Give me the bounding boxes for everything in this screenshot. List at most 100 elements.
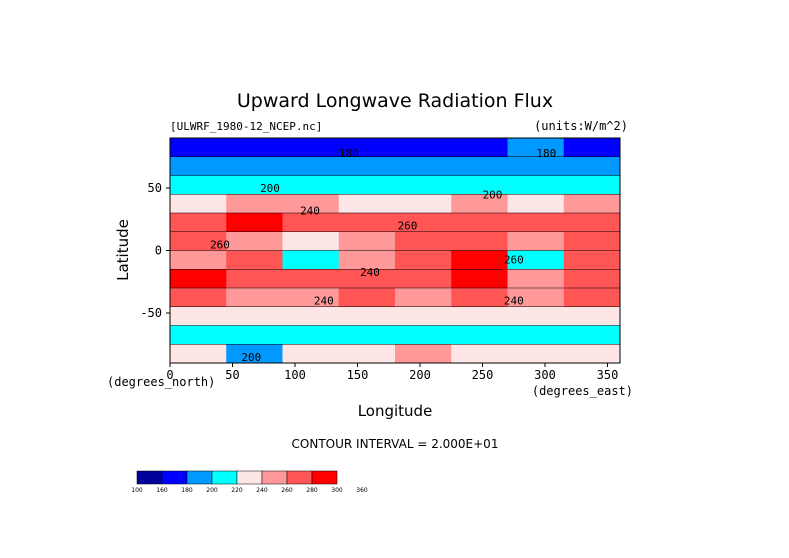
- field-cell: [282, 250, 340, 270]
- field-cell: [507, 175, 565, 195]
- x-tick-label: 100: [284, 368, 306, 382]
- field-cell: [282, 306, 340, 326]
- field-cell: [338, 175, 396, 195]
- field-cell: [338, 156, 396, 176]
- field-cell: [451, 250, 508, 270]
- field-cell: [563, 325, 621, 345]
- field-cell: [507, 306, 565, 326]
- field-cell: [507, 194, 565, 214]
- colorbar-swatch: [186, 470, 213, 485]
- field-cell: [226, 138, 283, 158]
- field-cell: [451, 231, 508, 251]
- field-cell: [395, 194, 452, 214]
- field-cell: [507, 213, 565, 233]
- field-cell: [226, 194, 283, 214]
- x-tick-label: 50: [225, 368, 239, 382]
- field-cell: [170, 269, 227, 289]
- contour-label: 200: [260, 182, 280, 195]
- field-cell: [507, 250, 565, 270]
- field-cell: [170, 288, 227, 308]
- field-cell: [395, 138, 452, 158]
- y-tick-label: -50: [140, 306, 162, 320]
- field-cell: [451, 138, 508, 158]
- field-cell: [451, 306, 508, 326]
- contour-label: 200: [483, 188, 503, 201]
- field-cell: [563, 231, 621, 251]
- field-cell: [338, 306, 396, 326]
- field-cell: [338, 288, 396, 308]
- field-cell: [170, 306, 227, 326]
- field-cell: [395, 175, 452, 195]
- field-cell: [226, 250, 283, 270]
- colorbar-swatch: [311, 470, 338, 485]
- field-cell: [282, 156, 340, 176]
- field-cell: [282, 344, 340, 364]
- field-cell: [395, 325, 452, 345]
- y-axis: 50 0 -50: [140, 181, 170, 320]
- field-cell: [338, 194, 396, 214]
- contour-label: 240: [504, 295, 524, 308]
- field-cell: [338, 250, 396, 270]
- field-cell: [170, 344, 227, 364]
- colorbar-swatch: [261, 470, 288, 485]
- colorbar-swatch: [236, 470, 263, 485]
- field-cell: [226, 344, 283, 364]
- field-cell: [507, 325, 565, 345]
- x-axis-label: Longitude: [358, 402, 433, 420]
- field-cell: [170, 138, 227, 158]
- field-cell: [226, 231, 283, 251]
- field-cell: [226, 306, 283, 326]
- field-cell: [563, 306, 621, 326]
- field-cell: [282, 231, 340, 251]
- contour-label: 240: [360, 266, 380, 279]
- contour-label: 260: [504, 253, 524, 266]
- field-cell: [226, 213, 283, 233]
- field-cell: [563, 194, 621, 214]
- field-cell: [338, 138, 396, 158]
- field-cell: [170, 231, 227, 251]
- field-cell: [507, 288, 565, 308]
- field-cell: [563, 156, 621, 176]
- units-label: (units:W/m^2): [534, 119, 628, 133]
- field-cell: [170, 250, 227, 270]
- contour-label: 200: [241, 351, 261, 364]
- y-axis-label: Latitude: [114, 219, 132, 281]
- field-cell: [451, 269, 508, 289]
- field-cell: [507, 156, 565, 176]
- field-cell: [507, 231, 565, 251]
- x-axis: 0 50 100 150 200 250 300 350: [166, 363, 618, 382]
- contour-label: 260: [210, 238, 230, 251]
- field-cell: [451, 156, 508, 176]
- x-tick-label: 350: [597, 368, 619, 382]
- plot-area: [170, 138, 621, 364]
- colorbar-swatch: [136, 470, 163, 485]
- contour-label: 180: [536, 147, 556, 160]
- field-cell: [170, 156, 227, 176]
- field-cell: [451, 175, 508, 195]
- field-cell: [563, 138, 621, 158]
- y-tick-label: 50: [148, 181, 162, 195]
- field-cell: [338, 213, 396, 233]
- colorbar-label: 100: [131, 487, 143, 494]
- field-cell: [507, 138, 565, 158]
- field-cell: [395, 231, 452, 251]
- x-tick-label: 300: [534, 368, 556, 382]
- chart-title: Upward Longwave Radiation Flux: [237, 90, 553, 112]
- field-cell: [338, 344, 396, 364]
- field-cell: [395, 213, 452, 233]
- field-cell: [451, 344, 508, 364]
- field-cell: [563, 250, 621, 270]
- field-cell: [226, 288, 283, 308]
- colorbar-label: 180: [181, 487, 193, 494]
- field-cell: [170, 194, 227, 214]
- field-cell: [282, 138, 340, 158]
- contour-label: 260: [398, 220, 418, 233]
- field-cell: [395, 306, 452, 326]
- field-cell: [451, 194, 508, 214]
- contour-label: 240: [300, 205, 320, 218]
- x-tick-label: 200: [409, 368, 431, 382]
- field-cell: [451, 325, 508, 345]
- field-cell: [563, 344, 621, 364]
- contour-labels: 180 180 200 200 240 260 260 240 260 240 240 200: [210, 147, 556, 364]
